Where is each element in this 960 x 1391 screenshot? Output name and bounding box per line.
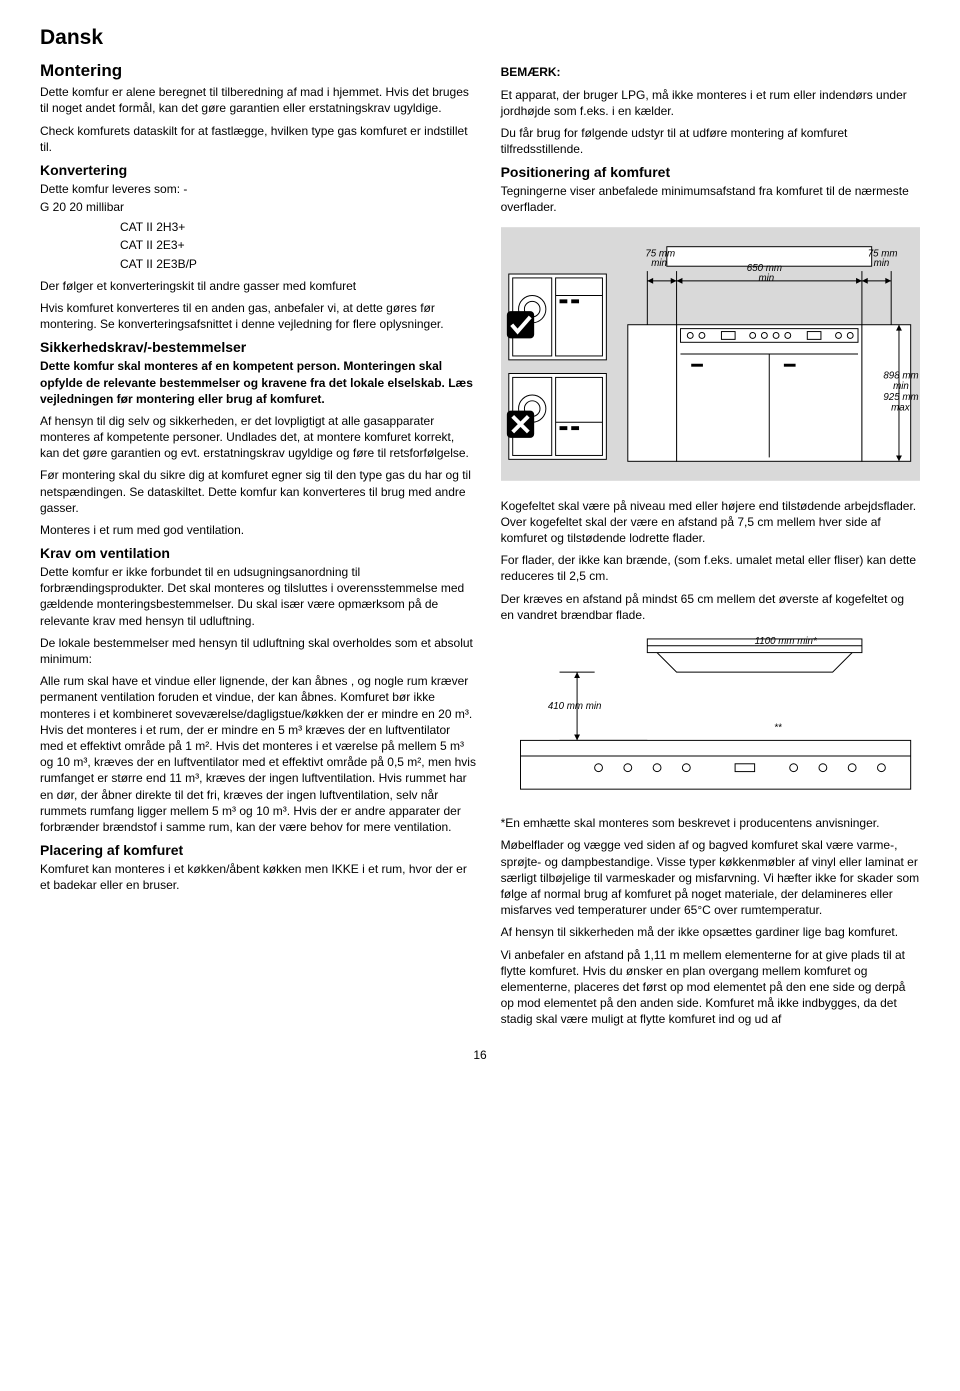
heading-positionering: Positionering af komfuret	[501, 163, 920, 182]
left-column: Montering Dette komfur er alene beregnet…	[40, 54, 477, 1033]
pos-p1: Tegningerne viser anbefalede minimumsafs…	[501, 183, 920, 215]
language-heading: Dansk	[40, 24, 920, 52]
cat-1: CAT II 2H3+	[40, 219, 477, 235]
clearance-diagram-1-svg: 75 mm min 650 mm min 75 mm min	[501, 224, 920, 484]
plac-p1: Komfuret kan monteres i et køkken/åbent …	[40, 861, 477, 893]
sik-p2: Af hensyn til dig selv og sikkerheden, e…	[40, 413, 477, 462]
intro-p1: Dette komfur er alene beregnet til tilbe…	[40, 84, 477, 116]
sik-p1: Dette komfur skal monteres af en kompete…	[40, 358, 477, 407]
cat-3: CAT II 2E3B/P	[40, 256, 477, 272]
svg-text:min: min	[893, 381, 909, 392]
heading-ventilation: Krav om ventilation	[40, 544, 477, 563]
page-title: Montering	[40, 60, 477, 83]
konv-line3: Der følger et konverteringskit til andre…	[40, 278, 477, 294]
fig2-label-star: **	[774, 723, 783, 734]
intro-p2: Check komfurets dataskilt for at fastlæg…	[40, 123, 477, 155]
heading-placering: Placering af komfuret	[40, 841, 477, 860]
vent-p1: Dette komfur er ikke forbundet til en ud…	[40, 564, 477, 629]
cat-2: CAT II 2E3+	[40, 237, 477, 253]
clearance-diagram-1: 75 mm min 650 mm min 75 mm min	[501, 224, 920, 488]
fig2-label-1100: 1100 mm min*	[754, 636, 817, 647]
svg-text:min: min	[651, 258, 667, 269]
svg-text:max: max	[891, 402, 911, 413]
pos-p4: Der kræves en afstand på mindst 65 cm me…	[501, 591, 920, 623]
heading-bemaerk: BEMÆRK:	[501, 64, 920, 80]
heading-konvertering: Konvertering	[40, 161, 477, 180]
clearance-diagram-2: 1100 mm min* 410 mm min **	[501, 631, 920, 805]
konv-line1: Dette komfur leveres som: -	[40, 181, 477, 197]
bem-p1: Et apparat, der bruger LPG, må ikke mont…	[501, 87, 920, 119]
fig1-label-925: 925 mm	[883, 391, 918, 402]
svg-text:min: min	[758, 272, 774, 283]
konv-line4: Hvis komfuret konverteres til en anden g…	[40, 300, 477, 332]
sik-p3: Før montering skal du sikre dig at komfu…	[40, 467, 477, 516]
fig1-label-898: 898 mm	[883, 370, 918, 381]
pos-p2: Kogefeltet skal være på niveau med eller…	[501, 498, 920, 547]
pos-p8: Vi anbefaler en afstand på 1,11 m mellem…	[501, 947, 920, 1028]
vent-p3: Alle rum skal have et vindue eller ligne…	[40, 673, 477, 835]
vent-p2: De lokale bestemmelser med hensyn til ud…	[40, 635, 477, 667]
pos-p5: *En emhætte skal monteres som beskrevet …	[501, 815, 920, 831]
pos-p3: For flader, der ikke kan brænde, (som f.…	[501, 552, 920, 584]
bem-p2: Du får brug for følgende udstyr til at u…	[501, 125, 920, 157]
heading-sikkerhed: Sikkerhedskrav/-bestemmelser	[40, 338, 477, 357]
konv-line2: G 20 20 millibar	[40, 199, 477, 215]
page-number: 16	[40, 1047, 920, 1063]
pos-p7: Af hensyn til sikkerheden må der ikke op…	[501, 924, 920, 940]
right-column: BEMÆRK: Et apparat, der bruger LPG, må i…	[501, 54, 920, 1033]
sik-p4: Monteres i et rum med god ventilation.	[40, 522, 477, 538]
pos-p6: Møbelflader og vægge ved siden af og bag…	[501, 837, 920, 918]
svg-text:min: min	[873, 258, 889, 269]
clearance-diagram-2-svg: 1100 mm min* 410 mm min **	[501, 631, 920, 801]
fig2-label-410: 410 mm min	[547, 701, 601, 712]
two-column-layout: Montering Dette komfur er alene beregnet…	[40, 54, 920, 1033]
